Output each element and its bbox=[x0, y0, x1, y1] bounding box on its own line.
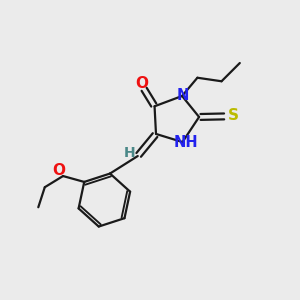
Text: S: S bbox=[228, 108, 239, 123]
Text: H: H bbox=[124, 146, 135, 160]
Text: O: O bbox=[52, 163, 65, 178]
Text: N: N bbox=[176, 88, 189, 103]
Text: NH: NH bbox=[174, 135, 198, 150]
Text: O: O bbox=[136, 76, 149, 91]
